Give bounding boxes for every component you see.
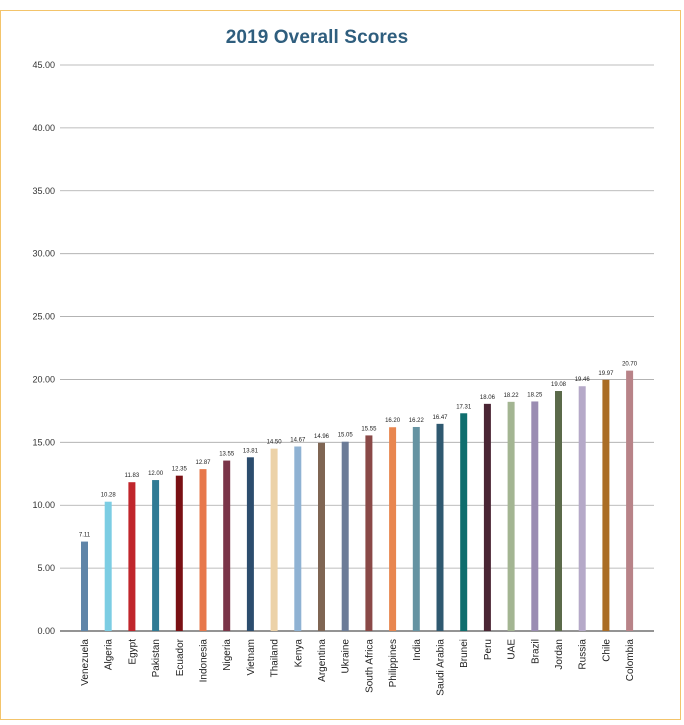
value-label: 17.31 (456, 404, 472, 410)
value-label: 10.28 (101, 493, 117, 499)
y-tick-label: 20.00 (32, 374, 55, 384)
value-label: 7.11 (79, 533, 91, 539)
value-label: 18.06 (480, 395, 496, 401)
value-label: 15.05 (338, 433, 354, 439)
value-label: 16.20 (385, 418, 401, 424)
y-tick-label: 25.00 (32, 312, 55, 322)
x-tick-label: UAE (507, 639, 518, 660)
bar-argentina (318, 442, 325, 631)
y-tick-label: 0.00 (37, 626, 55, 636)
value-label: 19.97 (598, 371, 614, 377)
x-tick-label: Venezuela (80, 639, 91, 686)
bar-thailand (270, 448, 278, 631)
gridlines (60, 64, 654, 632)
y-tick-label: 10.00 (32, 500, 55, 510)
x-tick-label: Colombia (625, 639, 636, 682)
bar-pakistan (152, 480, 160, 631)
y-axis-ticks: 0.00 5.00 10.00 15.00 20.00 25.00 30.00 35.00 40… (32, 60, 55, 636)
bar-brunei (460, 413, 468, 631)
bar-egypt (128, 482, 136, 631)
x-tick-label: Algeria (104, 639, 115, 671)
value-label: 18.25 (527, 392, 543, 398)
value-label: 13.81 (243, 448, 259, 454)
bar-jordan (555, 391, 562, 631)
value-label: 16.22 (409, 418, 425, 424)
bar-colombia (626, 370, 634, 631)
x-tick-label: Nigeria (222, 639, 233, 671)
value-label: 12.35 (172, 467, 188, 473)
value-label: 11.83 (125, 473, 140, 479)
bar-saudi-arabia (436, 423, 444, 631)
bar-brazil (531, 401, 539, 631)
y-tick-label: 15.00 (32, 437, 55, 447)
bar-algeria (104, 501, 112, 631)
value-label: 14.96 (314, 434, 330, 440)
bar-ecuador (175, 475, 183, 631)
bar-venezuela (81, 541, 88, 631)
y-tick-label: 35.00 (32, 186, 55, 196)
bar-philippines (389, 427, 397, 631)
value-label: 13.55 (219, 452, 235, 458)
value-label: 19.08 (551, 382, 567, 388)
bar-uae (507, 401, 515, 631)
x-tick-label: Egypt (127, 639, 138, 665)
value-label: 19.46 (575, 377, 591, 383)
x-tick-label: Peru (483, 639, 494, 660)
chart-frame (0, 10, 681, 720)
value-labels: 7.11 10.28 11.83 12.00 12.35 12.87 13.55 13.81 1… (79, 362, 638, 539)
x-tick-label: India (412, 639, 423, 661)
bar-indonesia (199, 469, 207, 631)
bar-kenya (294, 446, 302, 631)
x-tick-label: Brunei (459, 639, 470, 668)
y-tick-label: 45.00 (32, 60, 55, 70)
bar-south-africa (365, 435, 373, 631)
x-tick-label: Indonesia (199, 639, 210, 683)
bar-chile (602, 379, 610, 631)
x-tick-label: Thailand (270, 639, 281, 677)
x-tick-label: South Africa (364, 639, 375, 693)
value-label: 12.00 (148, 471, 164, 477)
x-tick-label: Brazil (530, 639, 541, 664)
x-tick-label: Saudi Arabia (436, 639, 447, 696)
bar-ukraine (341, 441, 349, 631)
value-label: 14.67 (290, 437, 306, 443)
value-label: 12.87 (195, 460, 211, 466)
x-tick-label: Kenya (293, 639, 304, 668)
x-tick-label: Jordan (554, 639, 565, 670)
y-tick-label: 30.00 (32, 249, 55, 259)
bar-india (412, 426, 420, 631)
value-label: 14.50 (267, 440, 283, 446)
x-tick-label: Russia (578, 639, 589, 670)
x-tick-label: Philippines (388, 639, 399, 687)
x-tick-label: Ecuador (175, 638, 186, 676)
bar-russia (578, 386, 586, 631)
value-label: 15.55 (361, 426, 377, 432)
chart-title: 2019 Overall Scores (225, 27, 409, 48)
value-label: 16.47 (432, 415, 448, 421)
value-label: 18.22 (504, 393, 520, 399)
bar-peru (483, 403, 491, 631)
x-tick-label: Pakistan (151, 639, 162, 677)
bar-nigeria (223, 460, 231, 631)
bar-vietnam (246, 457, 254, 631)
y-tick-label: 40.00 (32, 123, 55, 133)
value-label: 20.70 (622, 362, 638, 368)
x-tick-label: Argentina (317, 639, 328, 682)
x-tick-label: Ukraine (341, 639, 352, 674)
bars (81, 370, 634, 631)
x-axis-labels: Venezuela Algeria Egypt Pakistan Ecuador Indo… (80, 638, 636, 695)
y-tick-label: 5.00 (37, 563, 55, 573)
x-tick-label: Chile (601, 639, 612, 662)
x-tick-label: Vietnam (246, 639, 257, 676)
